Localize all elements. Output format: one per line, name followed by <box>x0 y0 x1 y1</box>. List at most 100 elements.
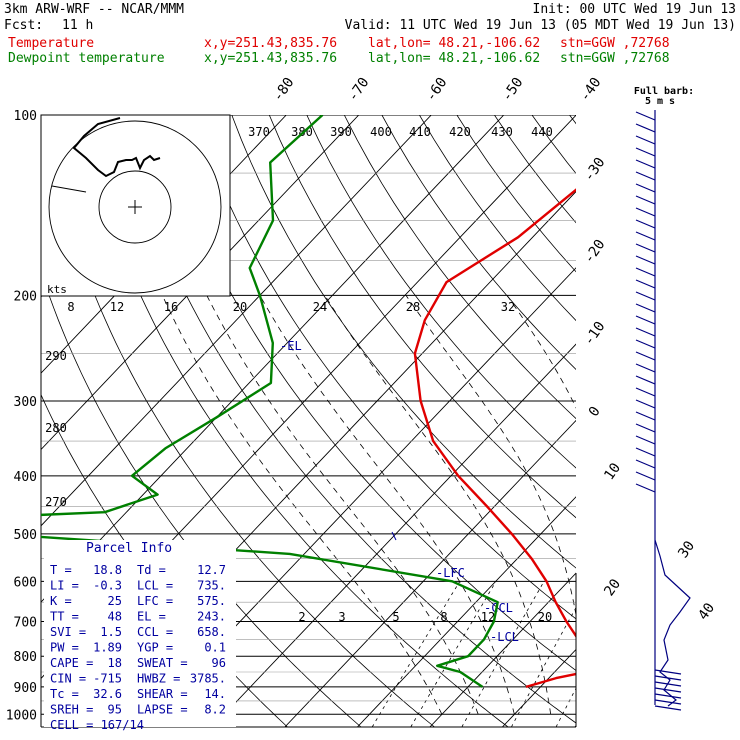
wind-barb <box>635 267 656 277</box>
parcel-value: 14. <box>204 687 226 701</box>
isotherm-label: 40 <box>695 600 718 623</box>
isotherm-label: -10 <box>581 319 609 349</box>
wind-barb <box>635 375 656 385</box>
dry-adiabat-line <box>81 115 509 727</box>
isotherm-line <box>41 115 432 527</box>
hodograph-speed-label: 24 <box>313 300 327 314</box>
wind-barb <box>635 219 656 229</box>
wind-barb <box>635 159 656 169</box>
moist-adiabat-line <box>206 295 479 715</box>
isotherm-line <box>139 267 576 727</box>
dew-latlon: lat,lon= 48.21,-106.62 <box>368 51 541 66</box>
parcel-value: 658. <box>197 625 226 639</box>
mixing-ratio-label: 5 <box>392 610 399 624</box>
isotherm-line <box>429 572 576 727</box>
theta-label: 440 <box>531 125 553 139</box>
mixing-ratio-line <box>461 581 545 727</box>
dry-adiabat-label: 280 <box>45 421 67 435</box>
dew-xy: x,y=251.43,835.76 <box>204 51 338 66</box>
hodograph-speed-label: 28 <box>406 300 420 314</box>
isotherm-line <box>357 496 576 727</box>
parcel-value: 95 <box>108 703 122 717</box>
parcel-key: LAPSE = <box>137 703 188 717</box>
hodograph-ring-inner <box>98 170 172 244</box>
parcel-tick <box>391 531 397 541</box>
dry-adiabat-line <box>531 115 576 174</box>
wind-barb-low <box>654 669 682 675</box>
wind-barb <box>635 183 656 193</box>
isotherm-label: -80 <box>270 75 298 105</box>
legend-dewpoint: Dewpoint temperature <box>8 51 165 66</box>
temp-xy: x,y=251.43,835.76 <box>204 36 338 51</box>
parcel-value: 575. <box>197 594 226 608</box>
wind-barb <box>635 195 656 205</box>
wind-barb <box>635 123 656 133</box>
mixing-ratio-line <box>555 687 576 727</box>
pressure-tick-label: 100 <box>14 109 37 124</box>
init-time: Init: 00 UTC Wed 19 Jun 13 <box>532 2 737 17</box>
theta-label: 410 <box>409 125 431 139</box>
wind-barb-legend: Full barb: <box>634 86 694 97</box>
dry-adiabat-line <box>720 115 740 727</box>
dry-adiabat-line <box>381 115 576 371</box>
parcel-key: Td = <box>137 563 166 577</box>
parcel-key: SREH = <box>50 703 93 717</box>
fcst-label: Fcst: <box>4 18 44 33</box>
moist-adiabat-line <box>324 295 552 715</box>
parcel-key: TT = <box>50 610 79 624</box>
pressure-tick-label: 400 <box>14 470 37 485</box>
isotherm-label: 20 <box>601 576 624 599</box>
parcel-key: LCL = <box>137 579 173 593</box>
mixing-ratio-line <box>615 581 687 727</box>
wind-barb <box>635 231 656 241</box>
wind-barb <box>635 387 656 397</box>
moist-adiabat-line <box>506 295 576 409</box>
wind-barb <box>635 255 656 265</box>
wind-barb-low <box>654 675 682 681</box>
isotherm-line <box>212 343 576 727</box>
parcel-key: LI = <box>50 579 79 593</box>
hodograph-speed-label: 20 <box>233 300 247 314</box>
parcel-value: 1.89 <box>93 641 122 655</box>
pressure-tick-label: 800 <box>14 650 37 665</box>
mixing-ratio-label: 2 <box>298 610 305 624</box>
wind-barb-low <box>654 705 682 711</box>
wind-barb <box>635 363 656 373</box>
isotherm-label: -50 <box>499 75 527 105</box>
dry-adiabat-label: 290 <box>45 349 67 363</box>
pressure-tick-label: 700 <box>14 615 37 630</box>
theta-label: 370 <box>248 125 270 139</box>
parcel-info-title: Parcel Info <box>86 541 172 556</box>
parcel-value: 0.1 <box>204 641 226 655</box>
parcel-key: LFC = <box>137 594 173 608</box>
hodograph-speed-label: 32 <box>501 300 515 314</box>
parcel-key: CIN = <box>50 672 86 686</box>
parcel-value: -715 <box>93 672 122 686</box>
parcel-key: CCL = <box>137 625 173 639</box>
isotherm-label: 0 <box>586 404 604 420</box>
dew-stn: stn=GGW ,72768 <box>560 51 670 66</box>
parcel-value: 8.2 <box>204 703 226 717</box>
wind-barb <box>635 423 656 433</box>
parcel-key: Tc = <box>50 687 79 701</box>
isotherm-line <box>720 115 740 727</box>
hodograph-ring-outer <box>48 120 222 294</box>
pressure-tick-label: 900 <box>14 681 37 696</box>
hodograph-storm-vector <box>51 185 87 193</box>
wind-barb <box>635 207 656 217</box>
wind-barb <box>635 303 656 313</box>
isotherm-label: -20 <box>581 237 609 267</box>
isotherm-label: -30 <box>581 155 609 185</box>
dry-adiabat-line <box>268 115 576 519</box>
hodograph-speed-label: 16 <box>164 300 178 314</box>
pressure-tick-label: 200 <box>14 289 37 304</box>
parcel-value: 32.6 <box>93 687 122 701</box>
temp-stn: stn=GGW ,72768 <box>560 36 670 51</box>
parcel-value: 1.5 <box>100 625 122 639</box>
wind-barb <box>635 483 656 493</box>
parcel-cell: CELL = 167/14 <box>50 718 144 732</box>
hodograph-speed-label: 8 <box>67 300 74 314</box>
legend-temperature: Temperature <box>8 36 95 51</box>
wind-barb <box>635 291 656 301</box>
